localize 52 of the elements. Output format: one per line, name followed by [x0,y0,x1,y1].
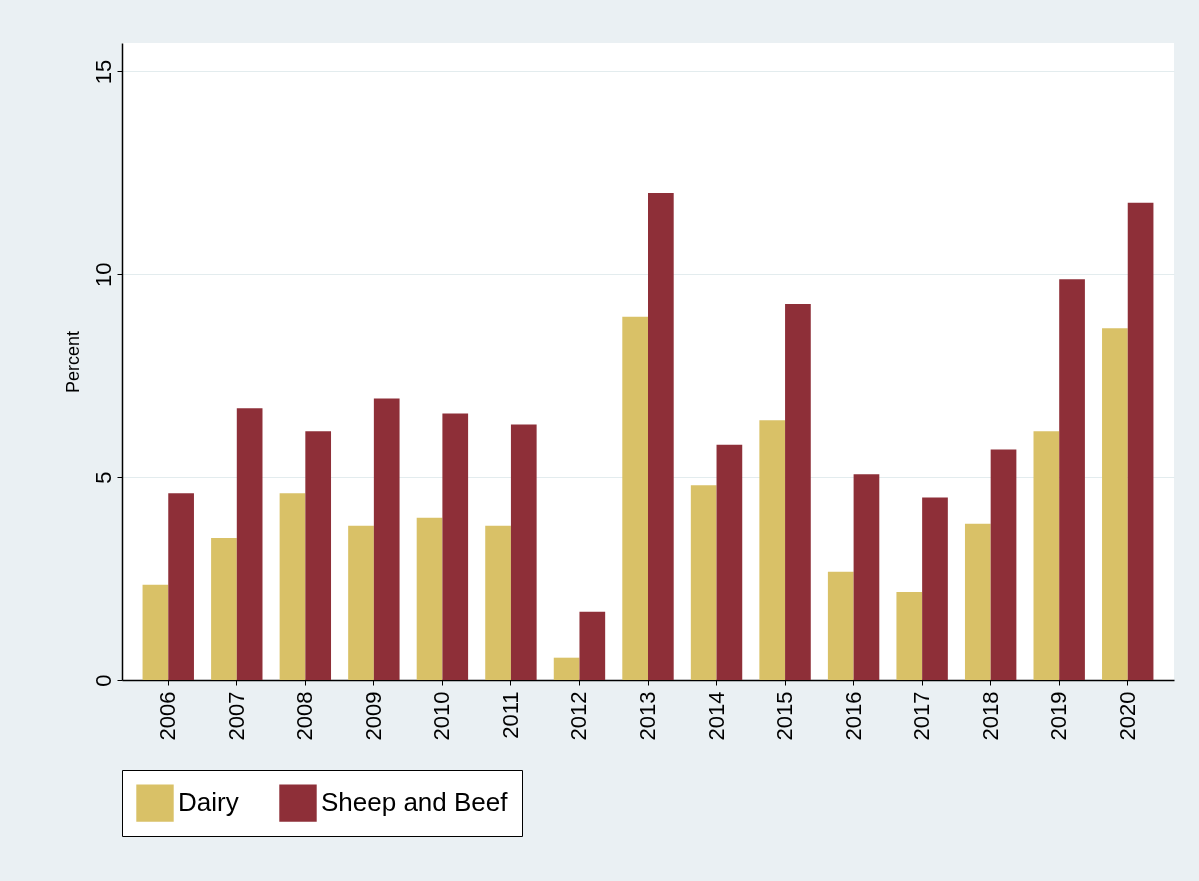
y-tick-label: 5 [90,471,116,484]
bar [1059,279,1085,680]
x-tick-label: 2012 [566,691,592,741]
bar [485,525,511,680]
bar [690,485,717,680]
bar [579,611,606,680]
bar [510,424,537,680]
x-tick-label: 2007 [223,691,249,741]
legend-label: Sheep and Beef [321,787,509,818]
x-tick-label: 2009 [360,691,386,741]
bar [759,420,786,680]
bar [1102,328,1128,680]
bar [896,591,923,680]
x-tick-label: 2011 [497,691,523,739]
x-tick-label: 2015 [772,691,798,741]
bar [922,497,948,680]
bar [648,193,674,680]
bar [416,517,443,680]
bar [1033,431,1060,680]
bar [964,523,991,680]
bar [279,493,306,680]
x-tick-label: 2018 [977,691,1003,741]
y-tick-label: 10 [90,262,116,288]
bar [827,571,854,680]
bar [553,657,580,680]
y-tick-label: 15 [90,59,116,85]
x-tick-label: 2016 [840,691,866,741]
bar [211,537,237,680]
bar [716,444,743,680]
bar [168,493,194,680]
x-tick-label: 2020 [1114,691,1140,741]
bar [990,449,1017,680]
x-tick-label: 2010 [429,691,455,741]
bar [1127,202,1154,680]
legend-label: Dairy [178,787,239,818]
bar [442,413,469,680]
bar [785,303,811,680]
x-tick-label: 2008 [292,691,318,741]
bar [142,584,169,680]
y-axis-title: Percent [62,330,83,394]
x-tick-label: 2017 [909,691,935,741]
x-tick-label: 2014 [703,691,729,741]
bar [373,398,400,680]
bar [853,474,880,680]
bar [622,316,648,680]
x-tick-label: 2006 [155,691,181,741]
x-tick-label: 2013 [635,691,660,741]
bar [348,525,374,680]
x-tick-label: 2019 [1046,691,1072,741]
bar [236,408,263,680]
y-tick-label: 0 [90,674,116,687]
bar [305,431,332,680]
